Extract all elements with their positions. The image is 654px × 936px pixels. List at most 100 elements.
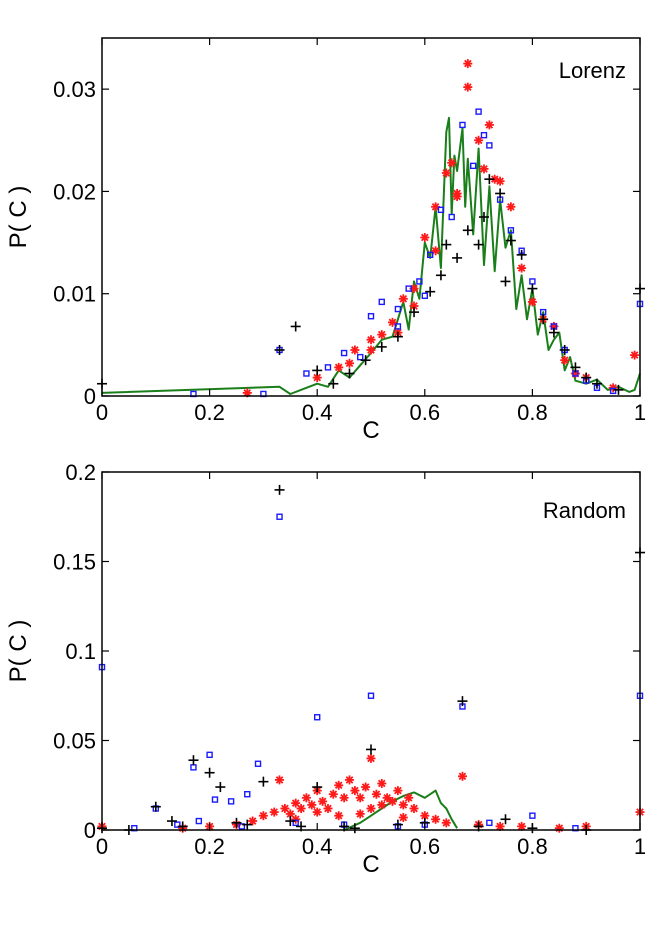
random-star-point [355,809,365,819]
random-square-point [211,796,219,803]
lorenz-plus-point [435,270,446,281]
random-square-point [529,812,536,819]
lorenz-star-point [366,345,376,355]
random-series-line [343,789,458,831]
lorenz-square-point [426,251,434,259]
random-star-point [269,807,279,817]
random-plus-point [274,484,285,495]
lorenz-plus-point [538,314,549,325]
lorenz-plus-point [548,327,559,338]
lorenz-star-point [350,345,360,355]
random-star-stroke [318,797,327,806]
lorenz-star-point [463,59,473,69]
lorenz-star-point [630,350,640,360]
lorenz-star-stroke [485,121,494,129]
lorenz-plus-point [495,188,506,199]
lorenz-panel-title: Lorenz [559,58,626,83]
random-plus-point [258,776,269,787]
lorenz-plus-point [500,276,511,287]
lorenz-plus-point [527,283,538,294]
lorenz-star-point [431,246,441,256]
random-plus-point [392,819,403,830]
lorenz-plus-point [441,239,452,250]
random-star-point [334,780,344,790]
random-star-stroke [324,804,332,813]
lorenz-star-point [409,301,419,311]
lorenz-series-squares [190,108,644,398]
lorenz-star-stroke [367,346,375,354]
random-plus-point [285,816,296,827]
lorenz-star-stroke [377,330,386,339]
random-xtick-label: 0 [96,834,108,859]
lorenz-axes-frame [101,37,641,397]
random-star-point [291,798,301,808]
random-square-point [486,819,493,827]
lorenz-plus-point [425,286,436,297]
lorenz-star-stroke [410,284,418,293]
lorenz-star-stroke [345,359,354,368]
random-square-point [174,821,181,828]
random-panel: 0 0.2 0.4 0.6 0.8 1 0 0.05 0.1 0.15 0.2 Random C P… [5,460,646,878]
random-star-point [248,816,258,826]
random-ytick-label: 0.15 [53,550,96,575]
lorenz-star-stroke [420,233,429,242]
lorenz-xtick-label: 0 [96,400,108,425]
lorenz-plus-point [392,331,403,342]
random-ytick-label: 0 [84,818,96,843]
random-square-point [314,714,321,721]
lorenz-panel: 0 0.2 0.4 0.6 0.8 1 0 0.01 0.02 0.03 Lorenz C P( … [5,37,646,444]
random-star-point [458,771,467,781]
random-star-point [398,813,408,822]
random-plus-point [500,814,511,825]
lorenz-star-stroke [351,346,359,354]
random-star-stroke [367,804,375,813]
random-plus-point [188,755,199,766]
random-star-point [355,793,365,803]
random-square-point [254,760,262,767]
random-star-point [280,804,290,813]
lorenz-star-point [420,233,430,242]
lorenz-plus-point [344,368,355,379]
random-star-point [393,786,403,796]
lorenz-star-stroke [453,192,461,201]
random-star-stroke [356,793,365,802]
lorenz-star-stroke [496,177,504,186]
lorenz-plus-point [312,365,323,376]
random-star-stroke [329,790,338,799]
lorenz-plus-point [591,378,602,389]
random-green-line [343,789,458,831]
lorenz-square-point [303,370,310,377]
lorenz-plus-point [570,362,581,373]
random-star-stroke [313,808,322,816]
lorenz-star-stroke [442,169,451,177]
random-ytick-label: 0.1 [65,639,96,664]
lorenz-square-point [405,285,412,292]
lorenz-plus-point [409,307,420,318]
lorenz-xtick-label: 0.6 [410,400,441,425]
lorenz-plus-point [581,372,592,383]
lorenz-x-axis-label: C [362,417,379,444]
random-star-stroke [377,801,386,809]
random-xtick-label: 0.8 [517,834,548,859]
lorenz-star-stroke [431,202,440,211]
lorenz-star-point [506,202,516,212]
random-star-point [398,800,408,810]
random-star-stroke [388,797,397,806]
random-star-point [377,779,387,788]
lorenz-plus-point [516,249,527,260]
lorenz-star-stroke [517,264,526,272]
lorenz-star-point [398,294,408,304]
lorenz-series-stars [242,59,640,398]
random-star-stroke [302,793,311,802]
lorenz-star-stroke [313,373,322,382]
random-star-stroke [356,810,365,818]
lorenz-plus-point [452,252,463,263]
lorenz-star-stroke [490,175,499,183]
random-plus-point [366,744,376,755]
random-star-point [361,782,371,792]
random-star-stroke [377,779,386,788]
random-plus-point [457,696,468,707]
lorenz-square-point [367,313,375,320]
random-star-stroke [420,811,429,820]
